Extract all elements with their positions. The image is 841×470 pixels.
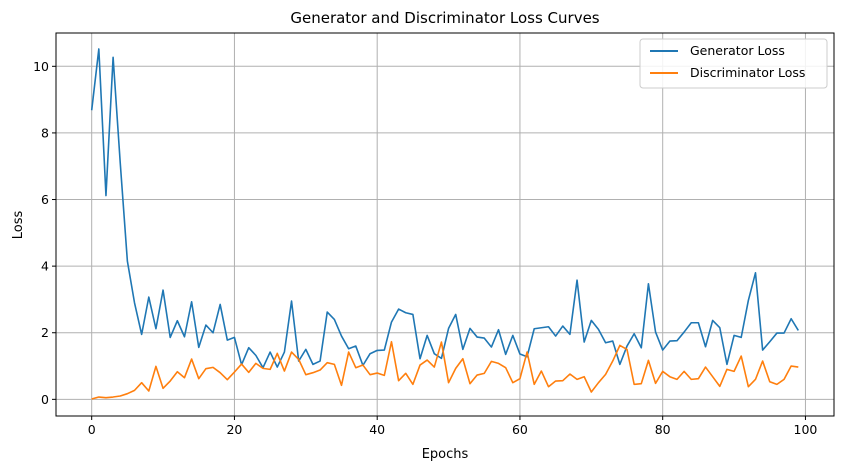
y-tick-label: 8 xyxy=(41,125,49,140)
y-tick-label: 10 xyxy=(33,59,49,74)
chart-title: Generator and Discriminator Loss Curves xyxy=(290,9,599,27)
x-tick-label: 80 xyxy=(655,422,671,437)
x-tick-label: 0 xyxy=(88,422,96,437)
x-axis-title: Epochs xyxy=(422,447,469,462)
series-lines xyxy=(90,48,799,400)
y-tick-label: 6 xyxy=(41,192,49,207)
x-tick-label: 20 xyxy=(226,422,242,437)
x-tick-label: 60 xyxy=(512,422,528,437)
y-tick-label: 2 xyxy=(41,325,49,340)
plot-frame xyxy=(55,32,835,417)
legend-box xyxy=(639,38,828,89)
discriminator-loss-line xyxy=(91,340,799,400)
x-tick-label: 40 xyxy=(369,422,385,437)
legend-label-generator: Generator Loss xyxy=(690,43,785,58)
legend-label-discriminator: Discriminator Loss xyxy=(690,65,805,80)
x-tick-label: 100 xyxy=(794,422,818,437)
legend: Generator Loss Discriminator Loss xyxy=(639,38,828,89)
y-tick-label: 4 xyxy=(41,259,49,274)
y-axis-title: Loss xyxy=(11,211,26,240)
generator-loss-line xyxy=(90,48,799,369)
y-tick-label: 0 xyxy=(41,392,49,407)
axis-ticks: 0 20 40 60 80 100 0 2 4 6 8 10 xyxy=(33,59,817,437)
